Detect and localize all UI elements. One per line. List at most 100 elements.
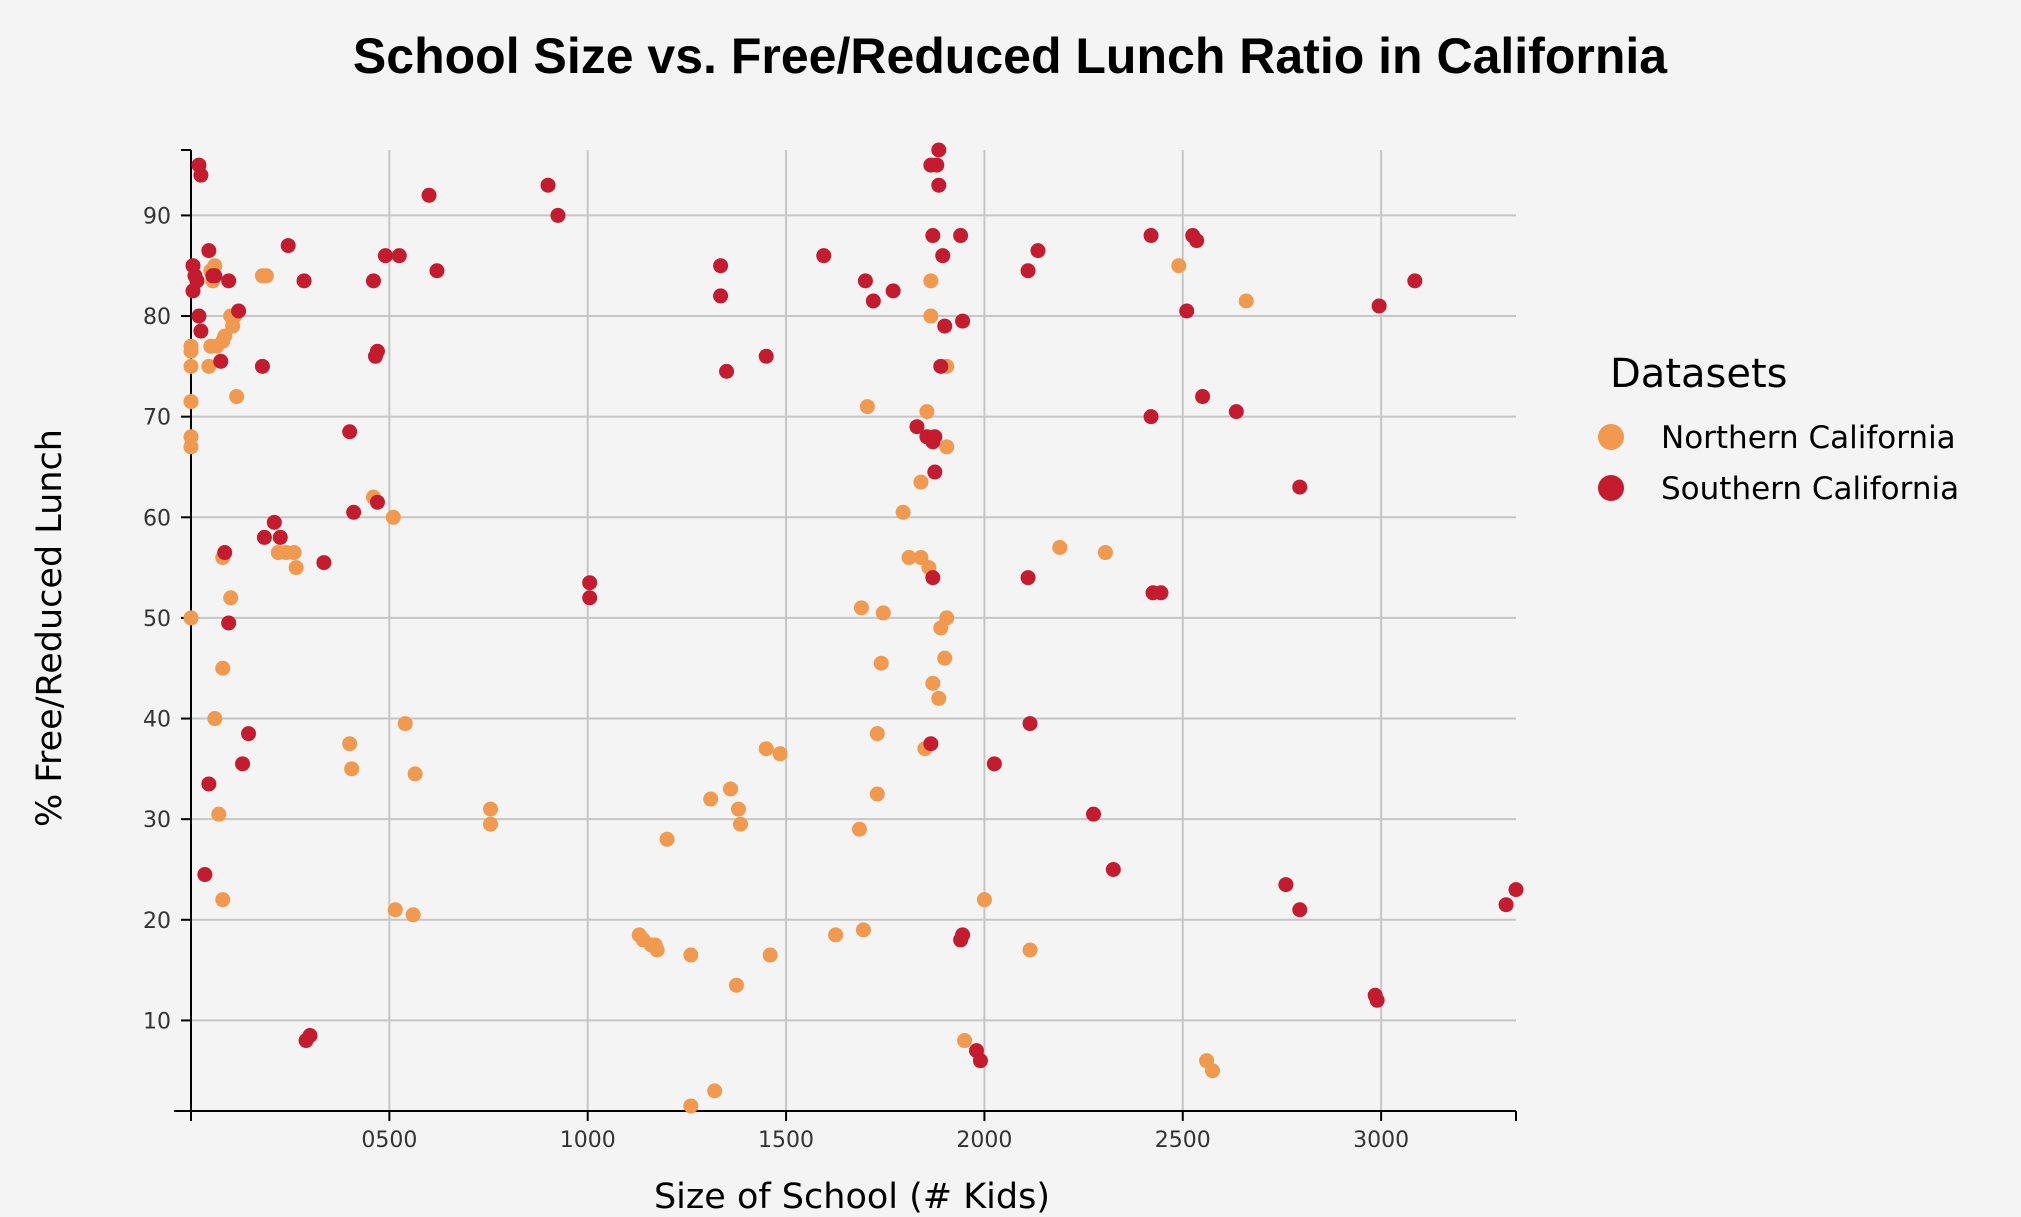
data-point <box>369 494 385 510</box>
x-axis-label: Size of School (# Kids) <box>654 1177 1050 1217</box>
data-point <box>1278 877 1294 893</box>
data-point <box>407 766 423 782</box>
data-point <box>286 545 302 561</box>
data-point <box>342 736 358 752</box>
data-point <box>859 399 875 415</box>
data-point <box>869 726 885 742</box>
data-point <box>758 741 774 757</box>
y-tick-label: 70 <box>143 406 171 431</box>
data-point <box>221 615 237 631</box>
data-point <box>346 504 362 520</box>
data-point <box>429 263 445 279</box>
data-point <box>935 248 951 264</box>
data-point <box>405 907 421 923</box>
data-point <box>939 610 955 626</box>
data-point <box>1097 545 1113 561</box>
data-point <box>1407 273 1423 289</box>
data-point <box>925 675 941 691</box>
legend-marker <box>1598 424 1624 450</box>
data-point <box>953 932 969 948</box>
data-point <box>909 419 925 435</box>
data-point <box>540 177 556 193</box>
data-point <box>207 268 223 284</box>
data-point <box>895 504 911 520</box>
data-point <box>296 273 312 289</box>
data-point <box>953 228 969 244</box>
data-point <box>1020 570 1036 586</box>
chart-title: School Size vs. Free/Reduced Lunch Ratio… <box>353 28 1668 84</box>
series-southern <box>185 142 1524 1069</box>
data-point <box>272 529 288 545</box>
data-point <box>986 756 1002 772</box>
data-point <box>772 746 788 762</box>
data-point <box>828 927 844 943</box>
data-point <box>659 831 675 847</box>
data-points <box>183 142 1524 1114</box>
axes <box>174 150 1516 1112</box>
data-point <box>857 273 873 289</box>
x-tick-label: 1000 <box>560 1128 616 1153</box>
data-point <box>919 404 935 420</box>
y-tick-label: 10 <box>143 1009 171 1034</box>
data-point <box>201 243 217 259</box>
data-point <box>201 358 217 374</box>
series-northern <box>183 258 1254 1114</box>
data-point <box>211 806 227 822</box>
data-point <box>229 389 245 405</box>
x-tick-label: 1500 <box>758 1128 814 1153</box>
data-point <box>183 610 199 626</box>
data-point <box>266 514 282 530</box>
y-axis-label: % Free/Reduced Lunch <box>30 429 70 827</box>
data-point <box>223 590 239 606</box>
x-tick-label: 3000 <box>1353 1128 1409 1153</box>
data-point <box>582 590 598 606</box>
data-point <box>221 273 237 289</box>
data-point <box>869 786 885 802</box>
data-point <box>193 323 209 339</box>
data-point <box>342 424 358 440</box>
data-point <box>925 228 941 244</box>
legend: Datasets Northern California Southern Cal… <box>1598 351 1959 507</box>
data-point <box>931 690 947 706</box>
data-point <box>703 791 719 807</box>
data-point <box>927 429 943 445</box>
data-point <box>931 177 947 193</box>
data-point <box>254 358 270 374</box>
data-point <box>582 575 598 591</box>
data-point <box>256 529 272 545</box>
data-point <box>972 1053 988 1069</box>
data-point <box>719 363 735 379</box>
data-point <box>937 650 953 666</box>
data-point <box>344 761 360 777</box>
data-point <box>258 268 274 284</box>
data-point <box>853 600 869 616</box>
data-point <box>483 816 499 832</box>
data-point <box>1022 716 1038 732</box>
data-point <box>215 660 231 676</box>
y-tick-label: 40 <box>143 708 171 733</box>
data-point <box>913 550 929 566</box>
data-point <box>185 283 201 299</box>
legend-items: Northern California Southern California <box>1598 420 1959 507</box>
y-tick-label: 20 <box>143 909 171 934</box>
data-point <box>1052 539 1068 555</box>
data-point <box>1179 303 1195 319</box>
y-tick-label: 60 <box>143 506 171 531</box>
data-point <box>1171 258 1187 274</box>
legend-marker <box>1598 475 1624 501</box>
data-point <box>197 867 213 883</box>
data-point <box>397 716 413 732</box>
x-tick-label: 2500 <box>1155 1128 1211 1153</box>
data-point <box>925 570 941 586</box>
data-point <box>923 273 939 289</box>
y-tick-label: 90 <box>143 204 171 229</box>
data-point <box>713 288 729 304</box>
data-point <box>931 142 947 158</box>
data-point <box>302 1028 318 1044</box>
data-point <box>193 167 209 183</box>
data-point <box>1022 942 1038 958</box>
data-point <box>241 726 257 742</box>
x-tick-label: 0500 <box>361 1128 417 1153</box>
data-point <box>957 1033 973 1049</box>
data-point <box>1292 902 1308 918</box>
